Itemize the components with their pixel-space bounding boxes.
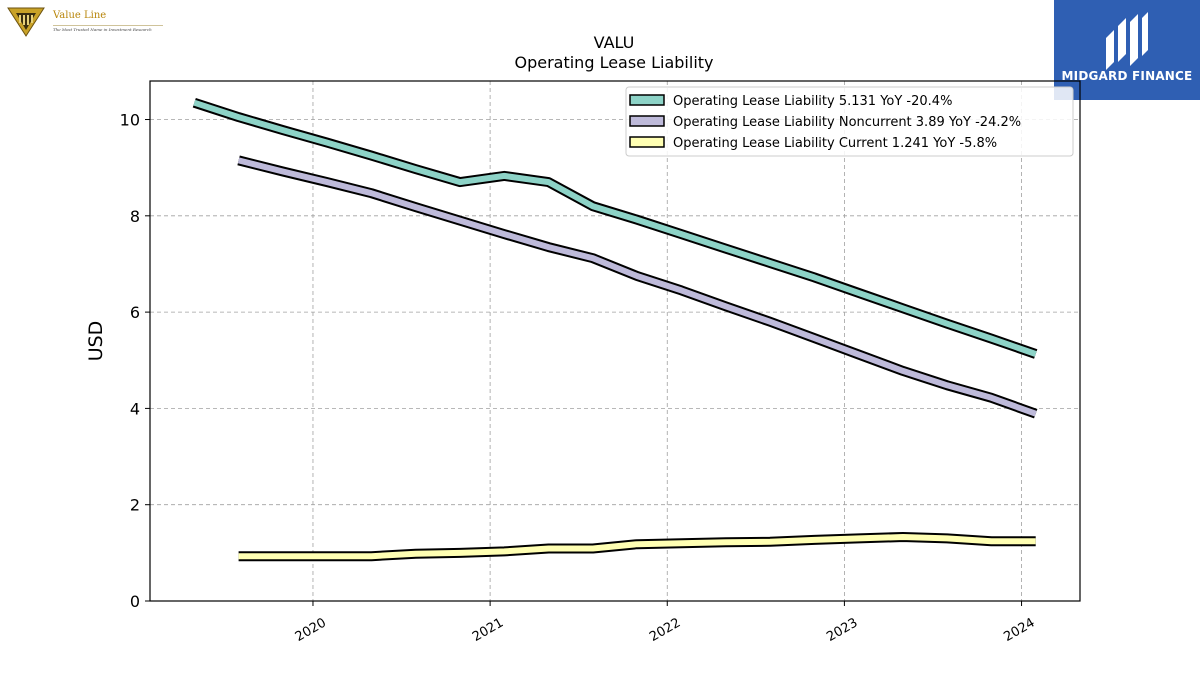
series-line-1 (237, 157, 1037, 417)
legend-label-1: Operating Lease Liability Noncurrent 3.8… (673, 115, 1021, 130)
x-tick-label: 2023 (824, 615, 860, 645)
y-tick-label: 10 (120, 111, 140, 130)
valueline-rule (53, 25, 163, 26)
y-tick-label: 8 (130, 207, 140, 226)
y-tick-label: 0 (130, 592, 140, 611)
legend-label-0: Operating Lease Liability 5.131 YoY -20.… (673, 94, 952, 109)
chart-title: VALU (594, 33, 635, 52)
chart-subtitle: Operating Lease Liability (514, 53, 713, 72)
x-tick-label: 2021 (470, 615, 506, 645)
x-tick-label: 2022 (647, 615, 683, 645)
legend-label-2: Operating Lease Liability Current 1.241 … (673, 136, 997, 151)
series-layer (192, 97, 1038, 562)
legend-box (625, 86, 1074, 157)
x-tick-label: 2024 (1001, 615, 1037, 645)
valueline-emblem-icon (7, 7, 45, 37)
x-tick-label: 2020 (293, 615, 329, 645)
plot-frame (149, 80, 1081, 602)
legend-swatch-0 (629, 94, 665, 106)
grid-lines (150, 81, 1080, 601)
valueline-name: Value Line (53, 10, 107, 21)
legend: Operating Lease Liability 5.131 YoY -20.… (625, 86, 1074, 157)
midgard-finance-name: MIDGARD FINANCE (1061, 69, 1193, 83)
y-tick-label: 4 (130, 399, 140, 418)
midgard-finance-logo: MIDGARD FINANCE (1054, 0, 1200, 100)
valueline-logo: Value Line The Most Trusted Name in Inve… (6, 6, 166, 40)
y-axis-ticks: 0 2 4 6 8 10 (120, 111, 150, 611)
series-line-0 (193, 99, 1037, 357)
y-tick-label: 6 (130, 303, 140, 322)
legend-swatch-1 (629, 115, 665, 127)
series-line-2 (238, 534, 1036, 560)
y-axis-label: USD (85, 321, 107, 362)
y-tick-label: 2 (130, 496, 140, 515)
valueline-tagline: The Most Trusted Name in Investment Rese… (53, 27, 152, 32)
midgard-emblem-icon (1054, 0, 1200, 100)
legend-swatch-2 (629, 136, 665, 148)
x-axis-ticks: 2020 2021 2022 2023 2024 (293, 601, 1038, 645)
